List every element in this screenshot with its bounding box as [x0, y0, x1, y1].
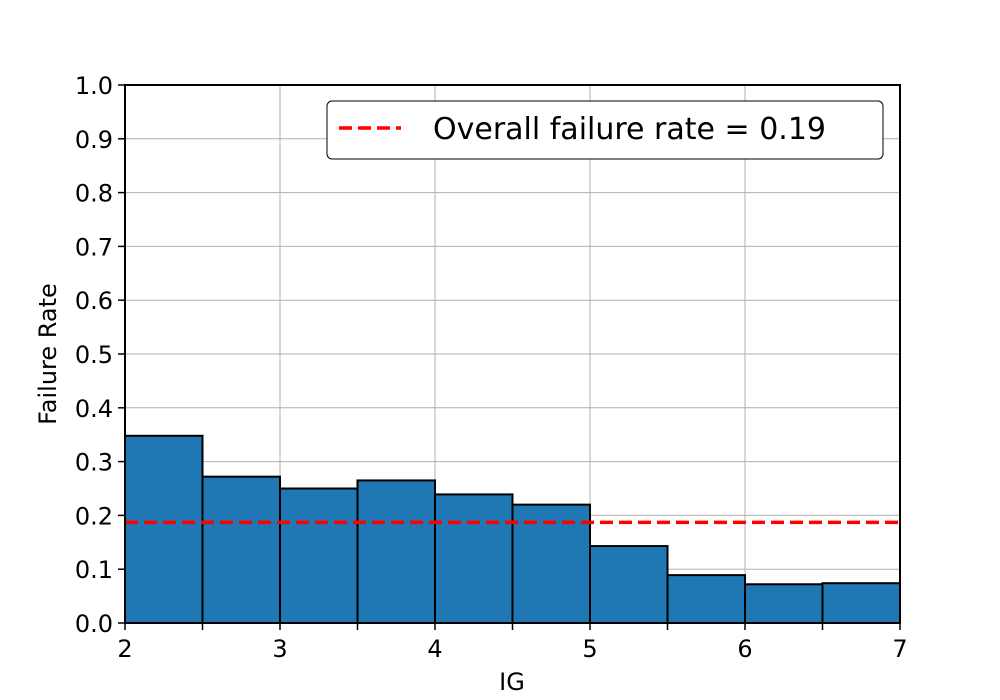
- y-tick-label: 0.5: [75, 341, 113, 369]
- bar: [744, 583, 824, 624]
- y-tick-label: 0.1: [75, 556, 113, 584]
- y-tick-label: 0.8: [75, 180, 113, 208]
- bar: [821, 582, 901, 624]
- bars: [124, 434, 901, 625]
- legend: Overall failure rate = 0.19: [326, 100, 884, 160]
- bar: [356, 479, 436, 624]
- y-tick-label: 0.4: [75, 395, 113, 423]
- bar: [124, 434, 204, 624]
- y-tick-label: 1.0: [75, 72, 113, 100]
- x-tick-label: 2: [117, 635, 132, 663]
- bar: [589, 545, 669, 624]
- bar: [666, 574, 746, 624]
- y-tick-label: 0.3: [75, 449, 113, 477]
- x-tick-label: 5: [582, 635, 597, 663]
- x-axis-label: IG: [499, 668, 525, 696]
- y-tick-label: 0.2: [75, 502, 113, 530]
- x-tick-label: 6: [737, 635, 752, 663]
- bar: [511, 503, 591, 625]
- y-tick-label: 0.6: [75, 287, 113, 315]
- bar: [434, 493, 514, 624]
- y-tick-label: 0.9: [75, 126, 113, 154]
- x-tick-label: 7: [892, 635, 907, 663]
- x-tick-label: 4: [427, 635, 442, 663]
- legend-box: [326, 100, 884, 160]
- x-tick-label: 3: [272, 635, 287, 663]
- legend-label: Overall failure rate = 0.19: [433, 112, 826, 147]
- y-tick-label: 0.0: [75, 610, 113, 638]
- ticks: 2 3 4 5 6 7 0.0 0.1 0.2 0.3 0.4 0.5 0.6 0.7 0.8 0.9 1.0: [75, 72, 908, 663]
- y-axis-label: Failure Rate: [34, 283, 62, 425]
- y-tick-label: 0.7: [75, 233, 113, 261]
- bar: [279, 487, 359, 624]
- bar: [201, 475, 281, 624]
